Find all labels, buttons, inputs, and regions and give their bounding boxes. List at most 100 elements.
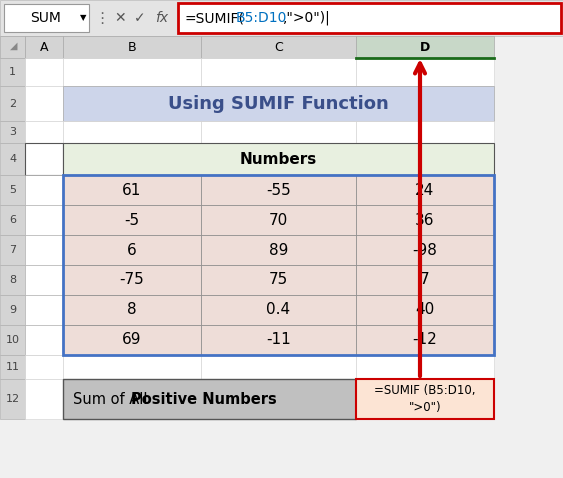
Text: =SUMIF(: =SUMIF( — [184, 11, 244, 25]
Text: 36: 36 — [415, 213, 435, 228]
Bar — [201, 265, 356, 295]
Text: -11: -11 — [266, 333, 291, 348]
Bar — [25, 379, 63, 419]
Text: =SUMIF (B5:D10,
">0"): =SUMIF (B5:D10, ">0") — [374, 384, 476, 414]
Bar — [356, 175, 494, 205]
Bar — [0, 265, 25, 295]
Bar — [356, 265, 494, 295]
Bar — [356, 379, 494, 419]
Bar — [201, 121, 356, 143]
Text: 6: 6 — [127, 242, 137, 258]
Bar — [63, 36, 201, 58]
Text: 89: 89 — [269, 242, 288, 258]
Text: B5:D10: B5:D10 — [236, 11, 287, 25]
Text: 6: 6 — [9, 215, 16, 225]
Text: 7: 7 — [420, 272, 430, 287]
Bar — [63, 265, 201, 295]
Bar — [356, 235, 494, 265]
Bar — [356, 205, 494, 235]
Text: 5: 5 — [9, 185, 16, 195]
Text: ◢: ◢ — [10, 41, 18, 51]
Bar — [201, 295, 356, 325]
Bar — [25, 143, 63, 175]
Text: 24: 24 — [415, 183, 435, 197]
Bar — [356, 295, 494, 325]
Text: -75: -75 — [119, 272, 144, 287]
Bar — [63, 58, 201, 86]
Text: 40: 40 — [415, 303, 435, 317]
Bar — [63, 379, 356, 419]
Bar — [201, 58, 356, 86]
Text: -12: -12 — [413, 333, 437, 348]
Bar — [4, 4, 89, 32]
Text: 8: 8 — [127, 303, 137, 317]
Bar — [201, 235, 356, 265]
Bar — [356, 121, 494, 143]
Bar — [0, 205, 25, 235]
Text: ⋮: ⋮ — [95, 11, 110, 25]
Bar — [0, 121, 25, 143]
Bar — [0, 175, 25, 205]
Bar — [25, 265, 63, 295]
Bar — [356, 58, 494, 86]
Bar — [0, 295, 25, 325]
Text: 75: 75 — [269, 272, 288, 287]
Bar — [201, 175, 356, 205]
Text: -55: -55 — [266, 183, 291, 197]
Text: Positive Numbers: Positive Numbers — [131, 391, 277, 406]
Bar — [25, 235, 63, 265]
Bar — [0, 0, 563, 36]
Text: ▼: ▼ — [80, 13, 86, 22]
Text: 8: 8 — [9, 275, 16, 285]
Bar — [63, 121, 201, 143]
Bar — [25, 175, 63, 205]
Text: 7: 7 — [9, 245, 16, 255]
Text: ,">0")|: ,">0")| — [283, 11, 330, 25]
Bar — [356, 325, 494, 355]
Text: 4: 4 — [9, 154, 16, 164]
Bar — [25, 58, 63, 86]
Text: B: B — [128, 41, 136, 54]
Bar — [0, 379, 25, 419]
Bar — [25, 205, 63, 235]
Text: Sum of All: Sum of All — [73, 391, 152, 406]
Text: A: A — [40, 41, 48, 54]
Bar — [63, 175, 201, 205]
Text: ✓: ✓ — [134, 11, 146, 25]
Bar — [0, 143, 25, 175]
Bar — [63, 295, 201, 325]
Bar — [63, 235, 201, 265]
Bar — [25, 295, 63, 325]
Bar — [0, 235, 25, 265]
Bar — [201, 205, 356, 235]
Text: -98: -98 — [413, 242, 437, 258]
Bar — [25, 36, 63, 58]
Text: 69: 69 — [122, 333, 142, 348]
Bar — [0, 325, 25, 355]
Bar — [0, 36, 25, 58]
Text: 3: 3 — [9, 127, 16, 137]
Text: 0.4: 0.4 — [266, 303, 291, 317]
Text: Numbers: Numbers — [240, 152, 317, 166]
Bar — [63, 86, 494, 121]
Text: 2: 2 — [9, 98, 16, 109]
Bar — [201, 36, 356, 58]
Bar — [356, 36, 494, 58]
Bar — [25, 121, 63, 143]
Bar — [178, 3, 561, 33]
Text: 70: 70 — [269, 213, 288, 228]
Bar — [25, 355, 63, 379]
Text: 1: 1 — [9, 67, 16, 77]
Text: Using SUMIF Function: Using SUMIF Function — [168, 95, 389, 112]
Bar — [0, 355, 25, 379]
Text: -5: -5 — [124, 213, 140, 228]
Bar — [0, 58, 25, 86]
Bar — [356, 355, 494, 379]
Bar — [63, 175, 494, 355]
Text: 12: 12 — [6, 394, 20, 404]
Text: 9: 9 — [9, 305, 16, 315]
Text: ✕: ✕ — [114, 11, 126, 25]
Text: C: C — [274, 41, 283, 54]
Text: 11: 11 — [6, 362, 20, 372]
Bar — [63, 355, 201, 379]
